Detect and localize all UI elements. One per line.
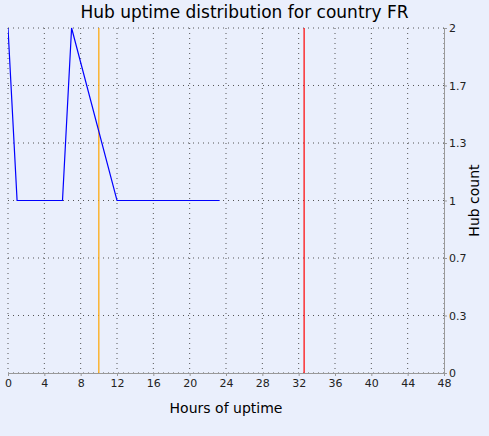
x-tick-mark [408,373,409,376]
x-tick-label: 4 [41,377,48,390]
x-tick: 12 [111,373,125,390]
x-tick-label: 36 [329,377,343,390]
x-tick-mark [153,373,154,376]
reference-line [98,28,99,373]
x-tick-label: 32 [292,377,306,390]
grid-line [226,28,227,373]
x-tick-mark [44,373,45,376]
x-tick-label: 16 [147,377,161,390]
x-tick: 28 [256,373,270,390]
chart: 0481216202428323640444800.30.711.31.72Hu… [0,0,489,436]
x-tick: 20 [183,373,197,390]
x-tick-label: 12 [111,377,125,390]
y-tick-label: 1.7 [449,80,467,93]
grid-line [8,85,444,86]
x-axis: 04812162024283236404448 [5,373,452,390]
x-tick-label: 28 [256,377,270,390]
y-tick-label: 0.7 [449,252,467,265]
plot-area [8,28,304,373]
x-tick: 24 [220,373,234,390]
x-tick: 4 [41,373,48,390]
y-tick: 0 [444,367,456,380]
x-tick: 8 [78,373,85,390]
x-tick-mark [335,373,336,376]
x-tick-mark [117,373,118,376]
y-tick-label: 1 [449,195,456,208]
y-tick-mark [444,143,447,144]
grid-line [80,28,81,373]
x-tick-label: 20 [183,377,197,390]
x-tick: 40 [365,373,379,390]
title: Hub uptime distribution for country FR [80,2,408,22]
grid-line [262,28,263,373]
x-tick-label: 24 [220,377,234,390]
y-tick: 0.3 [444,310,467,323]
x-tick-label: 0 [5,377,12,390]
grid-line [335,28,336,373]
grid-line [8,257,444,258]
x-tick-mark [190,373,191,376]
y-tick-mark [444,316,447,317]
y-tick-mark [444,373,447,374]
x-tick-label: 40 [365,377,379,390]
x-tick-mark [226,373,227,376]
y-tick: 0.7 [444,252,467,265]
y-axis: 0 0.3 0.7 1 1.3 1.7 2 [444,22,467,380]
y-tick-label: 2 [449,22,456,35]
y-tick-label: 1.3 [449,137,467,150]
x-tick-mark [371,373,372,376]
x-tick-label: 8 [78,377,85,390]
x-tick-mark [262,373,263,376]
x-tick: 16 [147,373,161,390]
x-tick-mark [81,373,82,376]
x-tick: 36 [329,373,343,390]
y-tick-label: 0 [449,367,456,380]
y-tick: 1.3 [444,137,467,150]
reference-line [304,28,305,373]
x-tick: 44 [401,373,415,390]
y-axis-title: Hub count [466,164,482,237]
y-tick-mark [444,201,447,202]
grid-line [8,28,444,29]
x-tick-mark [299,373,300,376]
grid-line [371,28,372,373]
grid-line [8,315,444,316]
grid [8,28,444,373]
grid-line [8,143,444,144]
x-tick-label: 44 [401,377,415,390]
x-tick-mark [8,373,9,376]
y-tick-mark [444,258,447,259]
x-tick: 0 [5,373,12,390]
y-tick-label: 0.3 [449,310,467,323]
y-tick: 2 [444,22,456,35]
x-tick: 32 [292,373,306,390]
grid-line [8,200,444,201]
y-tick-mark [444,28,447,29]
y-tick: 1 [444,195,456,208]
x-axis-title: Hours of uptime [170,400,283,416]
series-line [8,28,220,201]
y-tick-mark [444,85,447,86]
y-tick: 1.7 [444,80,467,93]
